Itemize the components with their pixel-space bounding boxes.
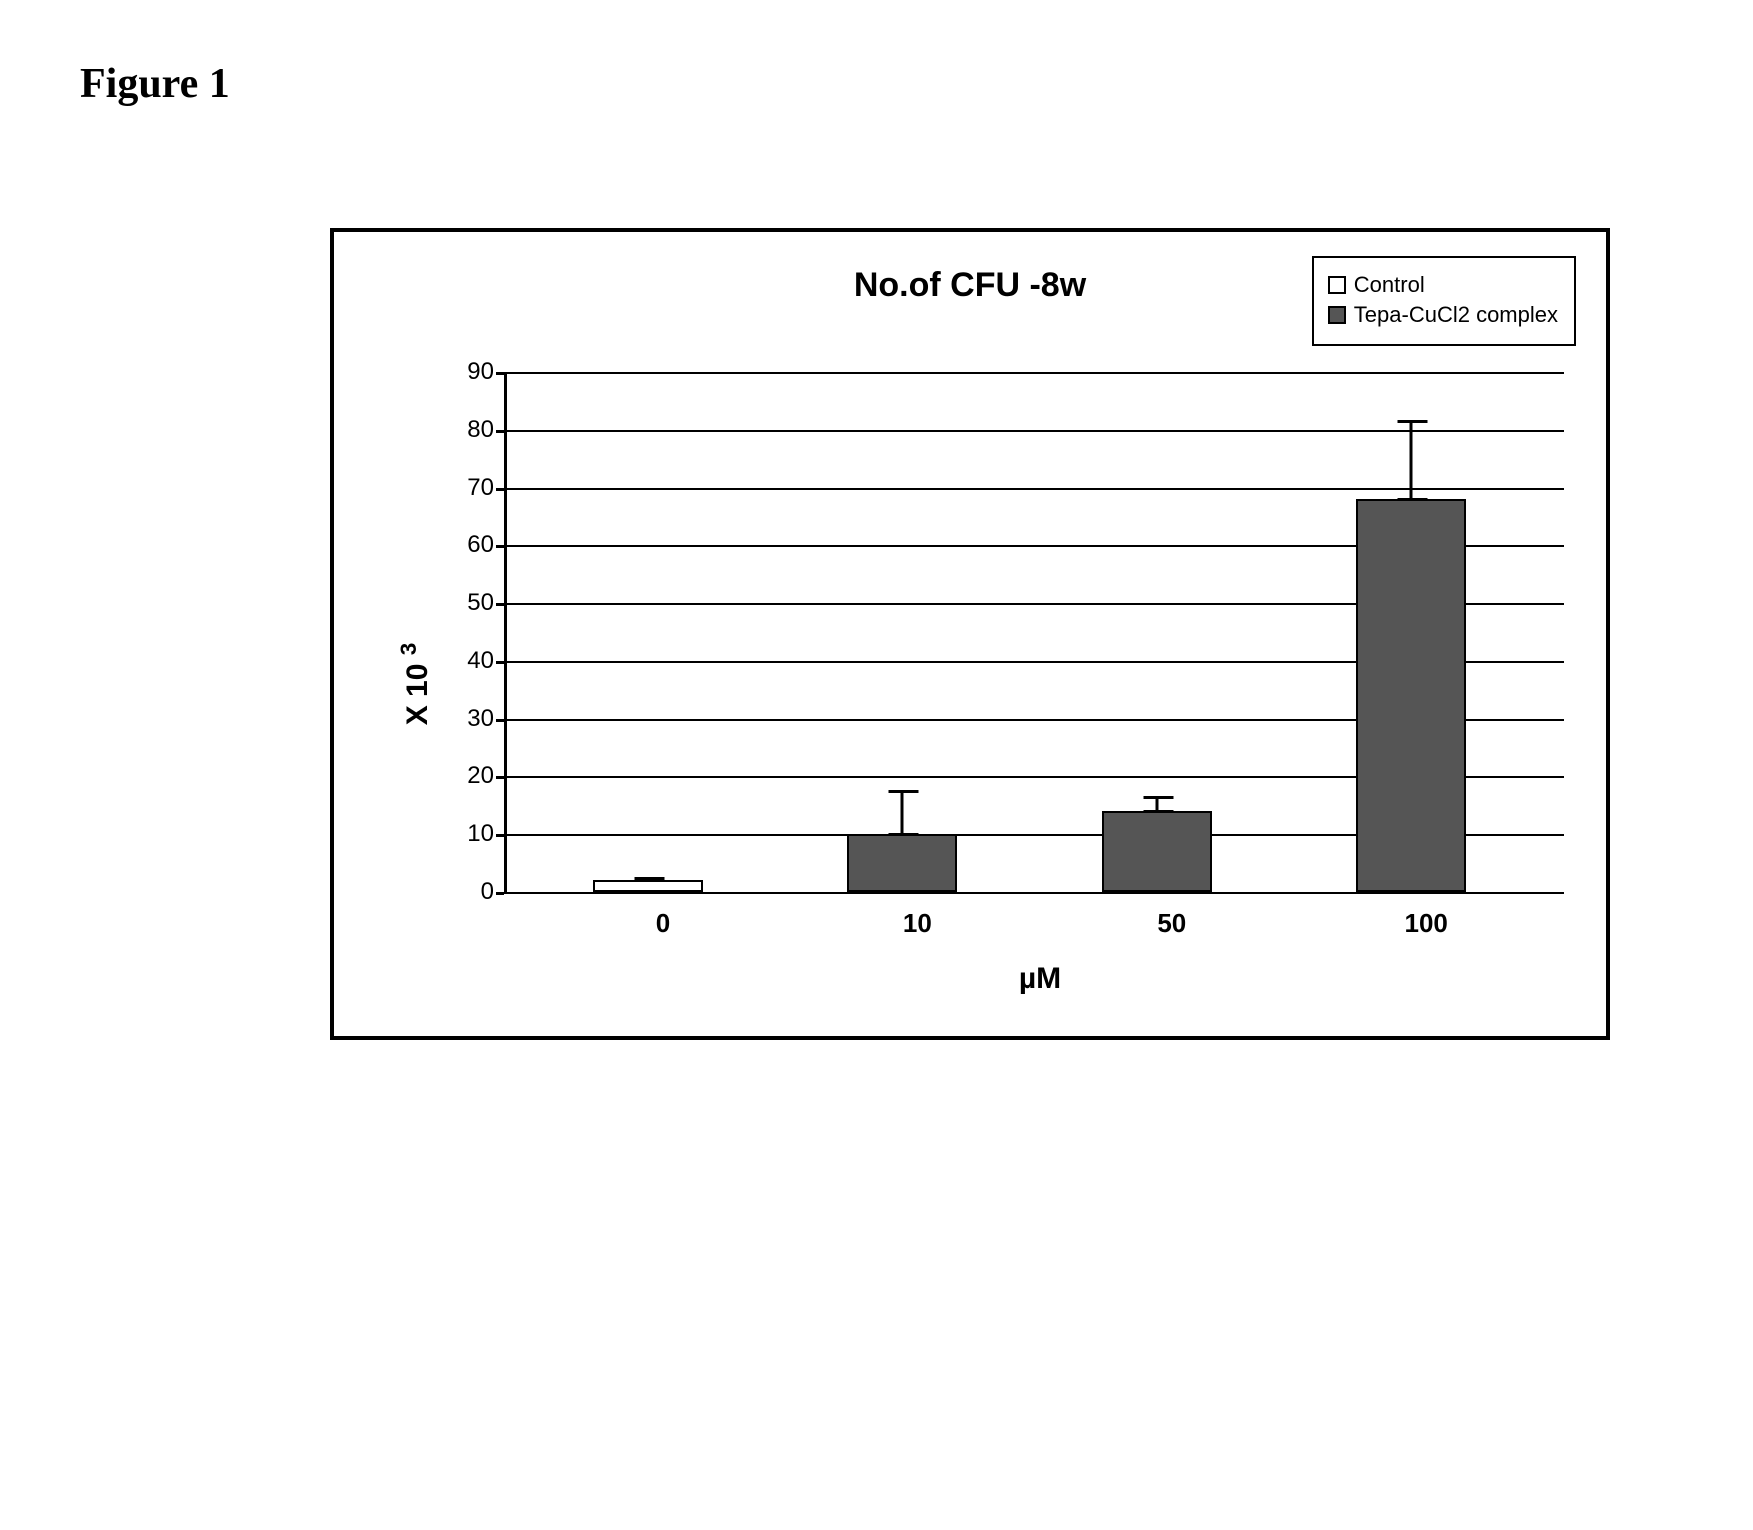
chart-title: No.of CFU -8w xyxy=(854,266,1086,305)
bar xyxy=(847,834,957,892)
figure-label: Figure 1 xyxy=(80,60,1673,108)
legend-swatch-icon xyxy=(1328,306,1346,324)
bar-layer: 01050100 xyxy=(504,372,1564,892)
y-tick-label: 20 xyxy=(467,762,504,790)
x-axis-title: µM xyxy=(504,962,1576,996)
y-tick-label: 90 xyxy=(467,358,504,386)
legend-item: Control xyxy=(1328,272,1558,298)
error-bar xyxy=(901,790,904,836)
chart-container: No.of CFU -8w Control Tepa-CuCl2 complex… xyxy=(330,228,1610,1040)
legend-swatch-icon xyxy=(1328,276,1346,294)
plot-wrap: X 10 3 0102030405060708090 01050100 µM xyxy=(464,372,1576,996)
bar-group xyxy=(847,834,987,892)
y-tick-label: 50 xyxy=(467,589,504,617)
bar-group xyxy=(593,880,733,892)
legend: Control Tepa-CuCl2 complex xyxy=(1312,256,1576,346)
bar xyxy=(1102,811,1212,892)
bar-group xyxy=(1356,499,1496,892)
legend-label: Tepa-CuCl2 complex xyxy=(1354,302,1558,328)
plot-area: 0102030405060708090 01050100 xyxy=(504,372,1564,892)
y-tick-label: 0 xyxy=(481,878,504,906)
y-tick-label: 40 xyxy=(467,647,504,675)
y-tick-label: 80 xyxy=(467,416,504,444)
x-tick-label: 10 xyxy=(903,892,932,939)
chart-header: No.of CFU -8w Control Tepa-CuCl2 complex xyxy=(364,262,1576,362)
y-tick-label: 10 xyxy=(467,820,504,848)
legend-label: Control xyxy=(1354,272,1425,298)
error-bar xyxy=(1155,796,1158,813)
x-tick-label: 0 xyxy=(656,892,670,939)
bar-group xyxy=(1102,811,1242,892)
legend-item: Tepa-CuCl2 complex xyxy=(1328,302,1558,328)
error-bar xyxy=(1410,420,1413,501)
y-tick-label: 30 xyxy=(467,705,504,733)
bar xyxy=(1356,499,1466,892)
x-tick-label: 100 xyxy=(1404,892,1447,939)
y-tick-label: 60 xyxy=(467,531,504,559)
bar xyxy=(593,880,703,892)
y-axis-title: X 10 3 xyxy=(396,643,435,726)
x-tick-label: 50 xyxy=(1157,892,1186,939)
y-tick-label: 70 xyxy=(467,474,504,502)
error-bar xyxy=(647,877,650,883)
